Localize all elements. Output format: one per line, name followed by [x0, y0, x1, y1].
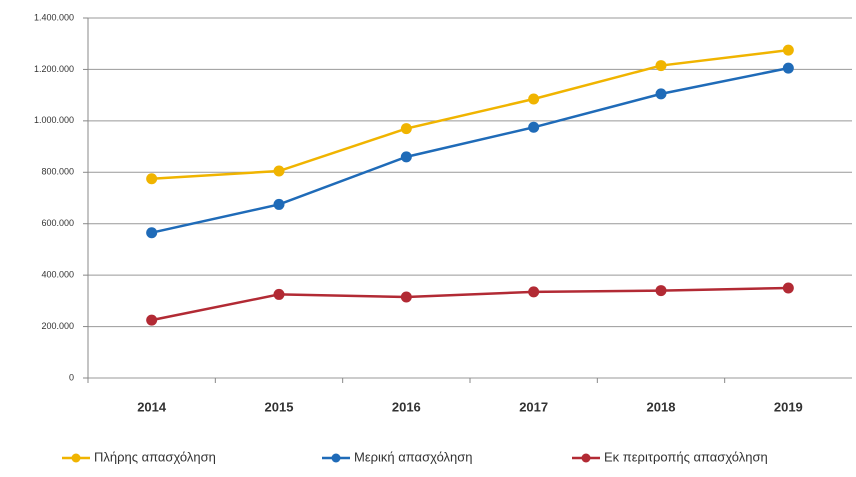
point — [146, 314, 158, 326]
point — [146, 173, 158, 185]
point — [146, 227, 158, 239]
x-tick-label: 2017 — [519, 399, 548, 414]
legend-label: Πλήρης απασχόληση — [94, 449, 216, 464]
x-tick-label: 2015 — [265, 399, 294, 414]
y-tick-label: 1.000.000 — [34, 115, 74, 125]
x-tick-label: 2019 — [774, 399, 803, 414]
y-tick-label: 600.000 — [41, 218, 74, 228]
series-line — [151, 66, 789, 234]
point — [400, 151, 412, 163]
legend-marker — [581, 453, 591, 463]
point — [782, 44, 794, 56]
point — [400, 291, 412, 303]
point — [273, 288, 285, 300]
y-tick-label: 1.200.000 — [34, 64, 74, 74]
point — [528, 286, 540, 298]
point — [655, 60, 667, 72]
x-tick-label: 2016 — [392, 399, 421, 414]
legend-label: Μερική απασχόληση — [354, 449, 473, 464]
legend-marker — [71, 453, 81, 463]
point — [655, 88, 667, 100]
point — [400, 123, 412, 135]
x-tick-label: 2018 — [647, 399, 676, 414]
y-tick-label: 800.000 — [41, 167, 74, 177]
series-line — [151, 48, 789, 180]
point — [782, 282, 794, 294]
point — [782, 62, 794, 74]
point — [655, 285, 667, 297]
y-tick-label: 0 — [69, 372, 74, 382]
point — [528, 93, 540, 105]
legend-marker — [331, 453, 341, 463]
x-tick-label: 2014 — [137, 399, 167, 414]
point — [273, 165, 285, 177]
y-tick-label: 400.000 — [41, 270, 74, 280]
y-tick-label: 1.400.000 — [34, 12, 74, 22]
point — [273, 198, 285, 210]
y-tick-label: 200.000 — [41, 321, 74, 331]
legend-label: Εκ περιτροπής απασχόληση — [604, 449, 768, 464]
point — [528, 121, 540, 133]
series-line — [151, 286, 789, 322]
